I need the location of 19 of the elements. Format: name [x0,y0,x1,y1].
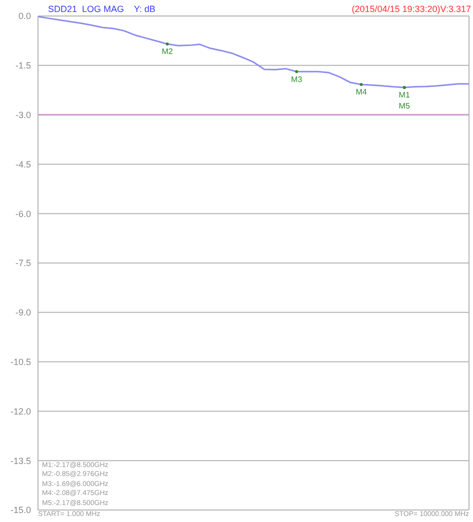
y-tick-label: -4.5 [15,159,31,170]
annotation: M3 [291,74,303,84]
chart-title: SDD21 LOG MAG Y: dB [48,4,156,14]
y-tick-label: -3.0 [15,110,31,120]
annotation: M1 [398,90,410,100]
annotation: M4 [356,88,368,97]
y-tick-label: -12.0 [10,406,31,416]
y-tick-label: -10.5 [10,356,31,367]
y-tick-label: -6.0 [15,208,31,219]
line-series [38,16,469,89]
y-tick-label: -7.5 [15,258,31,268]
y-tick-label: -15.0 [10,505,31,516]
y-tick-label: -9.0 [15,308,31,318]
y-tick-label: -1.5 [15,60,31,71]
y-tick-label: -13.5 [10,456,31,466]
annotation: M2 [162,47,174,56]
y-tick-label: 0.0 [18,11,31,22]
chart-subtitle: (2015/04/15 19:33:20)V:3.317 [352,4,471,14]
annotation: M5 [398,102,410,111]
